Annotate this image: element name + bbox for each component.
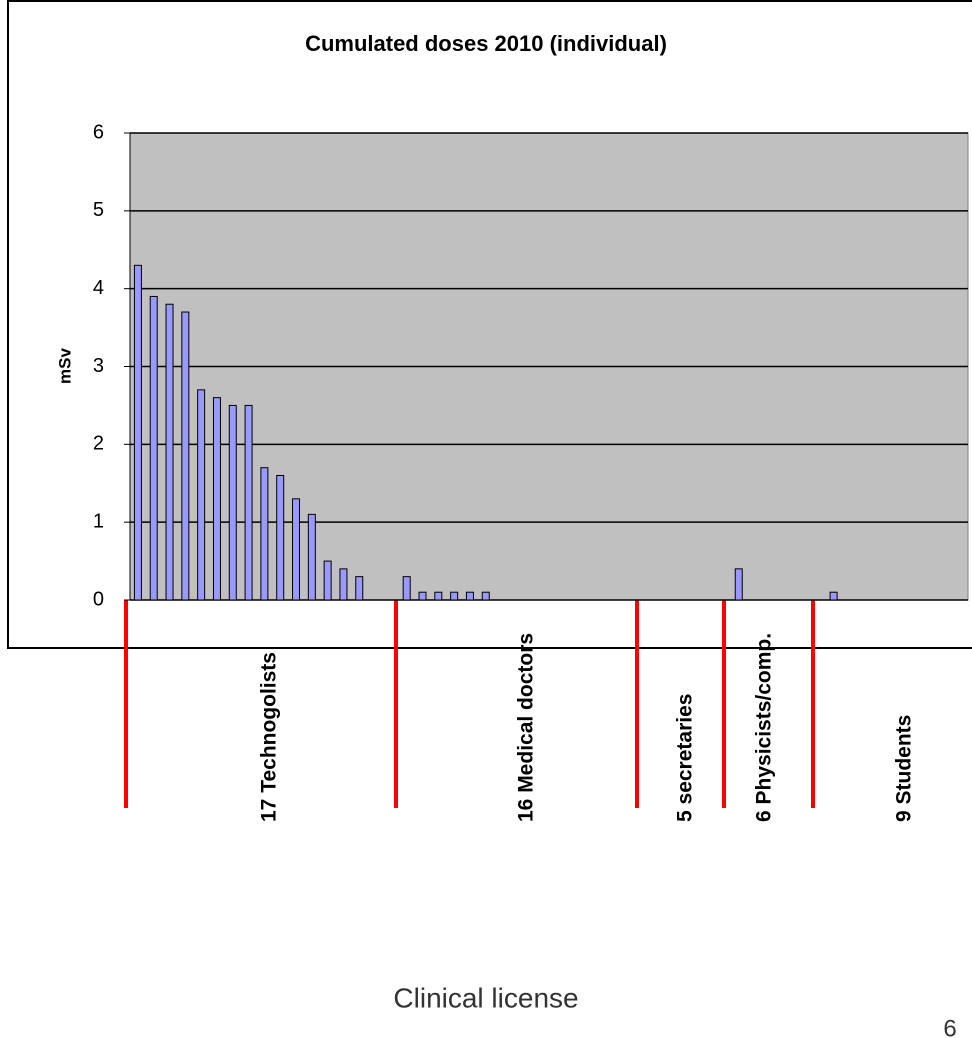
bar [307,513,316,601]
group-label: 9 Students [893,715,916,822]
chart-title: Cumulated doses 2010 (individual) [305,31,667,56]
bar [276,474,285,601]
bar [244,404,253,601]
y-tick-label: 3 [93,355,104,377]
group-label: 17 Technogolists [258,652,281,822]
y-tick-label: 6 [93,121,104,143]
bar [829,591,838,601]
x-axis-title: Clinical license [393,982,578,1013]
bar [228,404,237,601]
bar [734,568,743,601]
y-tick-label: 0 [93,588,104,610]
bar [481,591,490,601]
bar [197,389,206,601]
y-tick-label: 5 [93,199,104,221]
group-separators [124,600,815,808]
group-label: 16 Medical doctors [515,633,538,822]
y-axis-title: mSv [55,348,74,384]
group-label: 5 secretaries [674,694,697,822]
bar [418,591,427,601]
bar [402,576,411,601]
bar [181,311,190,601]
bar [292,498,301,601]
bar [260,467,269,601]
bar [165,303,174,601]
group-label: 6 Physicists/comp. [753,633,776,822]
bar [339,568,348,601]
page-number: 6 [943,1015,956,1038]
bar [465,591,474,601]
y-tick-label: 4 [93,277,104,299]
bar [323,560,332,601]
bar [355,576,364,601]
bar [212,397,221,601]
bar [450,591,459,601]
bar [133,264,142,601]
bar [434,591,443,601]
y-tick-label: 1 [93,510,104,532]
y-tick-label: 2 [93,433,104,455]
bar [149,295,158,601]
